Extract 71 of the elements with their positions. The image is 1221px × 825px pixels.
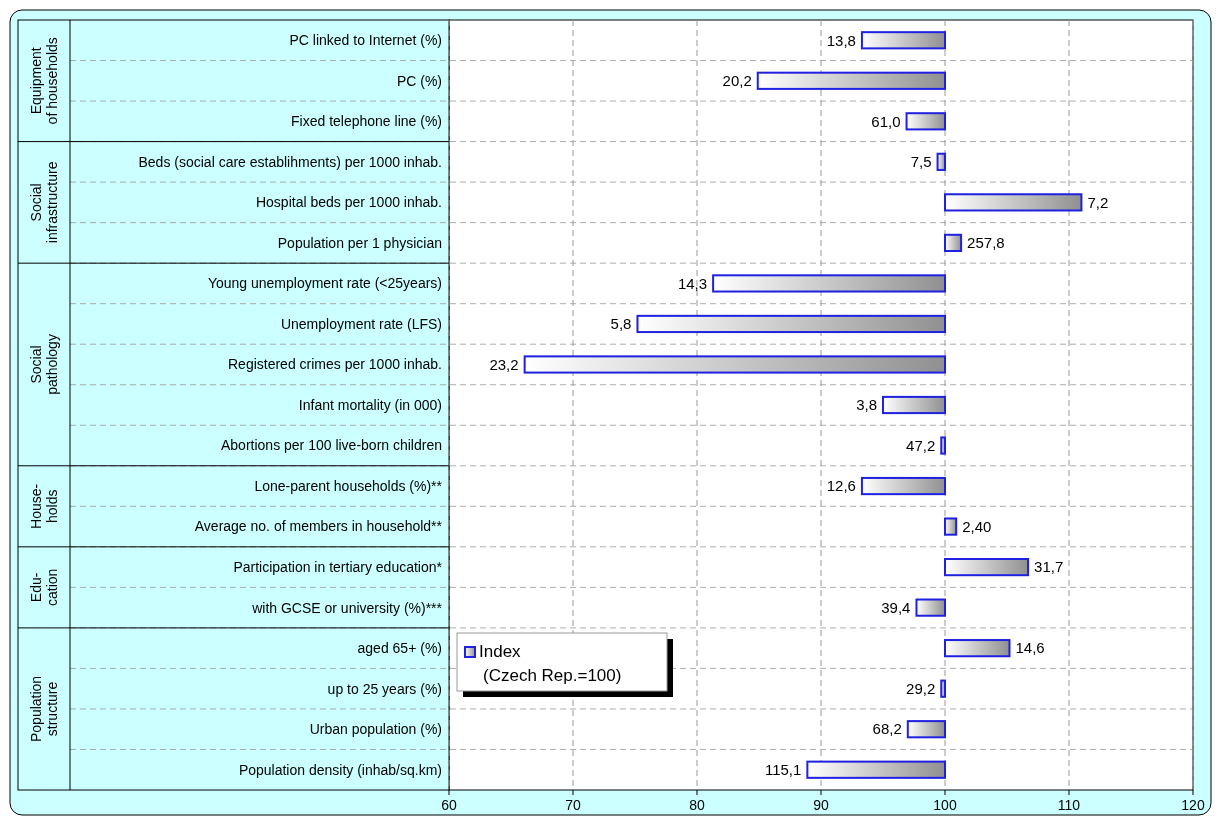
annotation: 20,2 — [722, 72, 752, 90]
y-tick-label: up to 25 years (%) — [327, 680, 442, 697]
bar — [940, 436, 946, 455]
x-tick-label: 110 — [1057, 797, 1081, 813]
text: Population structure — [28, 675, 60, 743]
bar — [860, 31, 946, 50]
y-tick-label: Population density (inhab/sq.km) — [238, 761, 442, 778]
y-tick-label: Abortions per 100 live-born children — [220, 437, 442, 454]
x-tick-label: 120 — [1181, 797, 1205, 813]
bar — [915, 598, 946, 617]
x-tick-label: 100 — [933, 797, 957, 813]
y-tick-label: Beds (social care establihments) per 1000 inhab. — [138, 153, 442, 170]
annotation: 3,8 — [856, 396, 877, 414]
y-tick-label: Urban population (%) — [309, 721, 442, 738]
y-tick-label: PC linked to Internet (%) — [289, 32, 442, 49]
bar — [806, 760, 946, 779]
annotation: 7,2 — [1087, 193, 1109, 211]
bar — [944, 193, 1083, 212]
y-tick-label: Unemployment rate (LFS) — [280, 315, 442, 332]
x-tick-label: 70 — [565, 797, 581, 813]
annotation: 13,8 — [826, 31, 856, 49]
text: House- holds — [28, 483, 60, 529]
text: Edu- cation — [28, 568, 60, 607]
annotation: 5,8 — [610, 315, 632, 333]
bar — [882, 395, 946, 415]
annotation: 29,2 — [906, 679, 936, 697]
y-tick-label: aged 65+ (%) — [357, 640, 442, 657]
annotation: 31,7 — [1034, 558, 1064, 576]
bar — [636, 314, 946, 334]
annotation: 61,0 — [871, 112, 901, 130]
annotation: 39,4 — [881, 598, 911, 616]
text: Social pathology — [28, 334, 60, 395]
y-tick-label: Young unemployment rate (<25years) — [207, 275, 442, 292]
bar — [712, 274, 946, 293]
text: Equipment of households — [28, 37, 60, 125]
annotation: 257,8 — [967, 234, 1005, 252]
y-tick-label: Population per 1 physician — [277, 234, 442, 251]
y-tick-label: Fixed telephone line (%) — [291, 113, 442, 130]
y-tick-label: PC (%) — [396, 72, 442, 89]
bar — [756, 71, 946, 90]
bar — [944, 558, 1030, 577]
bar — [906, 720, 946, 739]
annotation: 12,6 — [826, 477, 856, 495]
y-tick-label: Lone-parent households (%)** — [254, 477, 443, 494]
legend-label: Index (Czech Rep.=100) — [479, 642, 622, 685]
annotation: 7,5 — [910, 153, 932, 171]
bar — [944, 517, 958, 536]
y-tick-label: Participation in tertiary education* — [233, 559, 443, 576]
y-tick-label: Hospital beds per 1000 inhab. — [255, 194, 442, 211]
annotation: 23,2 — [489, 355, 519, 373]
annotation: 14,3 — [677, 274, 708, 292]
bar — [860, 476, 946, 496]
annotation: 2,40 — [962, 517, 992, 535]
y-tick-label: Registered crimes per 1000 inhab. — [227, 356, 442, 373]
annotation: 115,1 — [764, 760, 802, 778]
bar — [523, 355, 946, 374]
x-tick-label: 60 — [441, 797, 457, 813]
x-tick-label: 80 — [689, 797, 705, 813]
y-tick-label: Average no. of members in household** — [194, 518, 443, 535]
bar — [905, 112, 946, 131]
bar — [944, 639, 1011, 658]
y-tick-label: with GCSE or university (%)*** — [251, 599, 443, 616]
bar — [936, 152, 946, 171]
bar — [940, 679, 946, 698]
annotation: 14,6 — [1015, 639, 1045, 657]
annotation: 68,2 — [872, 720, 902, 738]
bar — [944, 233, 963, 252]
x-tick-label: 90 — [813, 797, 829, 813]
annotation: 47,2 — [906, 436, 936, 454]
y-tick-label: Infant mortality (in 000) — [298, 396, 442, 413]
text: Social infrastructure — [28, 161, 60, 244]
